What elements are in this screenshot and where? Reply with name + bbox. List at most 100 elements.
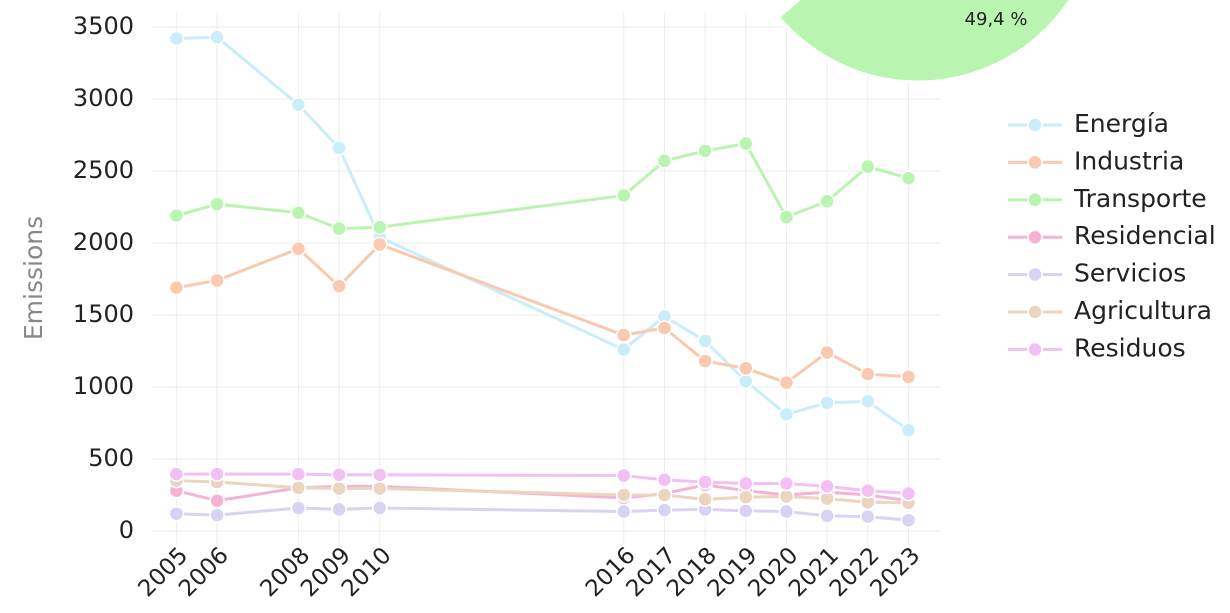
marker [616, 187, 632, 204]
marker [209, 272, 225, 289]
y-tick-label: 2000 [73, 228, 134, 256]
marker [738, 475, 754, 492]
legend-marker [1027, 341, 1043, 358]
marker [778, 406, 795, 423]
marker [656, 153, 673, 169]
y-tick-label: 0 [119, 516, 134, 544]
marker [331, 220, 347, 237]
marker [616, 487, 632, 503]
marker [209, 29, 225, 45]
marker [819, 508, 835, 524]
y-tick-label: 3000 [73, 84, 134, 112]
marker [168, 30, 185, 47]
legend-label: Residuos [1074, 333, 1186, 362]
marker [860, 366, 876, 382]
legend-label: Industria [1074, 146, 1184, 175]
marker [778, 209, 795, 225]
marker [290, 480, 307, 496]
marker [778, 503, 795, 520]
pie-slice [776, 0, 1072, 84]
legend-marker [1027, 229, 1043, 245]
legend-label: Energía [1074, 109, 1169, 138]
legend-marker [1027, 154, 1043, 171]
marker [290, 466, 307, 482]
y-tick-label: 1000 [73, 372, 134, 400]
marker [616, 467, 632, 484]
marker [778, 475, 795, 492]
series-line [176, 35, 910, 432]
marker [819, 344, 835, 361]
legend-marker [1027, 117, 1043, 133]
marker [168, 279, 185, 296]
marker [331, 140, 347, 156]
marker [331, 501, 347, 518]
marker [656, 487, 673, 503]
marker [738, 360, 754, 377]
legend-marker [1027, 192, 1043, 208]
y-axis-label: Emissions [19, 216, 48, 340]
marker [819, 193, 835, 209]
y-tick-label: 1500 [73, 300, 134, 328]
marker [697, 143, 713, 159]
marker [209, 493, 225, 509]
series-line [176, 506, 909, 522]
marker [697, 353, 713, 369]
marker [900, 485, 917, 502]
marker [738, 373, 754, 389]
marker [290, 500, 307, 516]
marker [372, 236, 388, 253]
marker [900, 512, 917, 528]
marker [372, 219, 388, 235]
marker [372, 467, 388, 483]
y-tick-label: 3500 [73, 12, 134, 40]
marker [209, 466, 225, 482]
series-line [175, 141, 909, 231]
marker [372, 500, 388, 516]
legend-label: Transporte [1073, 184, 1207, 213]
y-tick-label: 2500 [73, 156, 134, 184]
marker [168, 207, 185, 224]
marker [616, 341, 632, 358]
legend-label: Residencial [1074, 221, 1216, 250]
marker [738, 135, 754, 152]
marker [656, 472, 673, 488]
marker [860, 508, 876, 525]
marker [656, 320, 673, 336]
marker [819, 478, 835, 495]
legend-marker [1027, 266, 1043, 283]
marker [860, 158, 876, 175]
marker [290, 205, 307, 221]
marker [900, 369, 917, 385]
marker [209, 507, 225, 523]
marker [331, 480, 347, 497]
marker [860, 393, 876, 410]
marker [168, 505, 185, 522]
marker [738, 503, 754, 519]
marker [331, 278, 347, 294]
marker [290, 241, 307, 257]
marker [616, 327, 632, 343]
legend-marker [1027, 304, 1043, 320]
marker [331, 467, 347, 483]
marker [900, 170, 917, 186]
marker [290, 97, 307, 113]
marker [209, 196, 225, 212]
marker [168, 466, 185, 482]
marker [738, 489, 754, 505]
marker [778, 488, 795, 505]
y-tick-label: 500 [88, 444, 134, 472]
legend-label: Servicios [1074, 259, 1186, 288]
marker [900, 422, 917, 438]
pie-label: 49,4 % [965, 9, 1028, 30]
marker [697, 333, 713, 349]
marker [819, 395, 835, 411]
marker [697, 474, 713, 490]
marker [860, 482, 876, 499]
marker [372, 480, 388, 497]
marker [697, 491, 713, 508]
marker [616, 503, 632, 520]
legend-label: Agricultura [1074, 296, 1212, 325]
marker [778, 374, 795, 391]
marker [656, 502, 673, 518]
